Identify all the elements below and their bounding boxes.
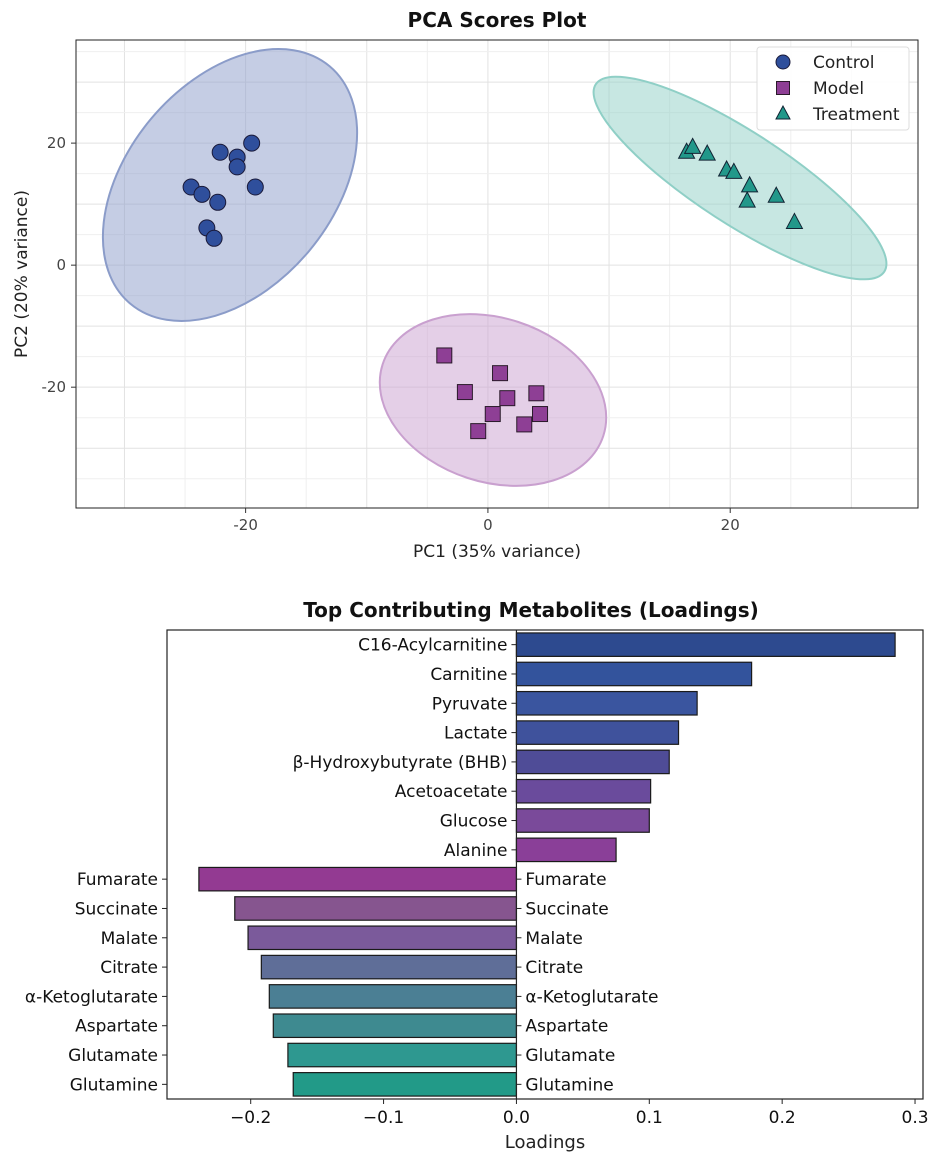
loadings-xlabel: Loadings: [505, 1132, 585, 1152]
bar-label: Glucose: [440, 812, 508, 832]
x-tick-label: -20: [233, 516, 258, 534]
bar-9: [234, 896, 518, 921]
legend-label-treatment: Treatment: [812, 105, 900, 125]
treatment-point: [725, 162, 743, 179]
bar-label-outer: Malate: [101, 929, 158, 949]
bar-label: Lactate: [444, 724, 507, 744]
legend-label-control: Control: [813, 53, 874, 73]
bar-7: [515, 837, 617, 863]
bar-0: [515, 632, 896, 657]
bar-11: [260, 954, 518, 980]
legend-marker-control: [775, 54, 791, 70]
model-point: [516, 416, 533, 433]
model-point: [532, 406, 549, 423]
model-point: [484, 406, 501, 423]
x-tick-label: 20: [721, 516, 740, 534]
bar-4: [515, 749, 670, 775]
bar-10: [247, 925, 518, 951]
loadings-plot: C16-Acylcarnitine Carnitine Pyruvate Lactat…: [25, 629, 928, 1128]
bar-label-outer: Aspartate: [75, 1017, 158, 1037]
y-tick-label: 0: [56, 256, 66, 274]
bar-label: C16-Acylcarnitine: [358, 636, 507, 656]
y-tick-label: 20: [47, 134, 66, 152]
bar-label: Pyruvate: [432, 694, 508, 714]
bar-2: [515, 690, 698, 716]
pca-xlabel: PC1 (35% variance): [413, 542, 581, 562]
bar-label: Acetoacetate: [395, 782, 508, 802]
bar-label-outer: α-Ketoglutarate: [25, 987, 158, 1007]
bar-label-outer: Fumarate: [77, 870, 158, 890]
treatment-point: [767, 186, 786, 203]
bar-label: Citrate: [525, 958, 583, 978]
bar-label: Succinate: [525, 899, 608, 919]
control-point: [228, 158, 246, 176]
control-point: [209, 193, 227, 211]
treatment-point: [683, 137, 702, 154]
bar-6: [515, 808, 650, 833]
control-point: [193, 185, 211, 203]
x-tick-label: 0.1: [636, 1108, 663, 1128]
pca-plot: -20 0 20 -20 0 20 Control Model Treatment: [42, 39, 919, 534]
confidence-ellipse-control: [101, 48, 359, 322]
x-tick-label: 0.2: [769, 1108, 796, 1128]
model-point: [456, 384, 473, 401]
legend: Control Model Treatment: [756, 46, 910, 131]
legend-box: [756, 46, 910, 131]
legend-label-model: Model: [813, 79, 864, 99]
bar-label-outer: Glutamate: [68, 1046, 158, 1066]
control-point: [246, 178, 264, 196]
control-point: [205, 229, 223, 247]
treatment-point: [698, 144, 717, 161]
bar-14: [287, 1042, 518, 1068]
x-tick-label: −0.1: [363, 1108, 404, 1128]
legend-marker-treatment: [775, 104, 791, 120]
control-point: [243, 134, 261, 152]
y-tick-label: -20: [42, 378, 67, 396]
treatment-point: [740, 175, 759, 193]
bar-5: [515, 778, 652, 804]
model-point: [528, 385, 545, 402]
treatment-point: [785, 212, 804, 229]
bar-label-outer: Glutamine: [70, 1075, 158, 1095]
bar-label: Malate: [525, 929, 582, 949]
bar-label: Fumarate: [525, 870, 606, 890]
model-point: [470, 423, 487, 440]
bar-label-outer: Succinate: [75, 899, 158, 919]
bar-label: Glutamine: [525, 1075, 613, 1095]
pca-ylabel: PC2 (20% variance): [12, 190, 32, 358]
plot-frame: [75, 39, 919, 509]
loadings-title: Top Contributing Metabolites (Loadings): [303, 598, 759, 622]
model-point: [492, 365, 509, 382]
bar-label: Alanine: [444, 841, 508, 861]
x-tick-label: 0: [483, 516, 493, 534]
bar-8: [198, 866, 518, 892]
bar-15: [292, 1072, 518, 1097]
x-tick-label: 0.0: [503, 1108, 530, 1128]
bar-13: [272, 1013, 518, 1039]
bar-3: [515, 720, 680, 745]
treatment-point: [738, 191, 757, 208]
control-point: [211, 143, 229, 161]
model-point: [436, 347, 453, 364]
pca-title: PCA Scores Plot: [408, 8, 587, 32]
bar-label: Glutamate: [525, 1046, 615, 1066]
bar-12: [268, 984, 518, 1009]
model-point: [499, 390, 516, 407]
bar-label: Aspartate: [525, 1017, 608, 1037]
bar-1: [515, 661, 753, 687]
bar-label: β-Hydroxybutyrate (BHB): [293, 753, 508, 773]
x-tick-label: 0.3: [902, 1108, 928, 1128]
legend-marker-model: [776, 81, 790, 95]
x-tick-label: −0.2: [230, 1108, 271, 1128]
bar-label-outer: Citrate: [100, 958, 158, 978]
bar-label: Carnitine: [430, 665, 507, 685]
bar-label: α-Ketoglutarate: [525, 987, 658, 1007]
